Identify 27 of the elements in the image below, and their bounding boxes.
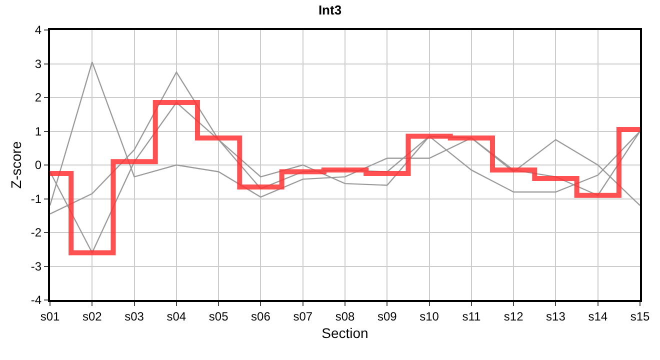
y-tick-label: 2 — [34, 90, 42, 105]
x-tick-label: s11 — [462, 309, 481, 324]
x-tick-label: s03 — [124, 309, 144, 324]
y-tick-label: 3 — [34, 56, 42, 71]
y-axis-title: Z-score — [8, 141, 24, 189]
y-tick-label: 4 — [34, 23, 42, 38]
x-tick-label: s08 — [335, 309, 355, 324]
x-tick-label: s06 — [251, 309, 271, 324]
x-tick-label: s10 — [420, 309, 440, 324]
y-tick-label: -3 — [30, 259, 42, 274]
y-tick-label: -1 — [30, 192, 42, 206]
x-tick-label: s04 — [166, 309, 186, 324]
x-tick-label: s09 — [377, 309, 398, 324]
y-tick-label: 1 — [34, 124, 42, 138]
y-tick-label: -4 — [30, 293, 42, 308]
x-tick-label: s07 — [293, 309, 313, 324]
chart-title: Int3 — [318, 2, 342, 18]
x-tick-label: s12 — [504, 309, 524, 324]
x-tick-label: s14 — [588, 309, 608, 324]
x-tick-label: s01 — [40, 309, 60, 324]
x-tick-label: s13 — [546, 309, 566, 324]
x-axis-title: Section — [322, 325, 368, 342]
x-tick-label: s02 — [82, 309, 102, 324]
x-tick-label: s05 — [208, 309, 229, 324]
y-tick-label: -2 — [30, 226, 42, 240]
x-tick-label: s15 — [630, 309, 650, 324]
y-tick-label: 0 — [34, 158, 42, 172]
